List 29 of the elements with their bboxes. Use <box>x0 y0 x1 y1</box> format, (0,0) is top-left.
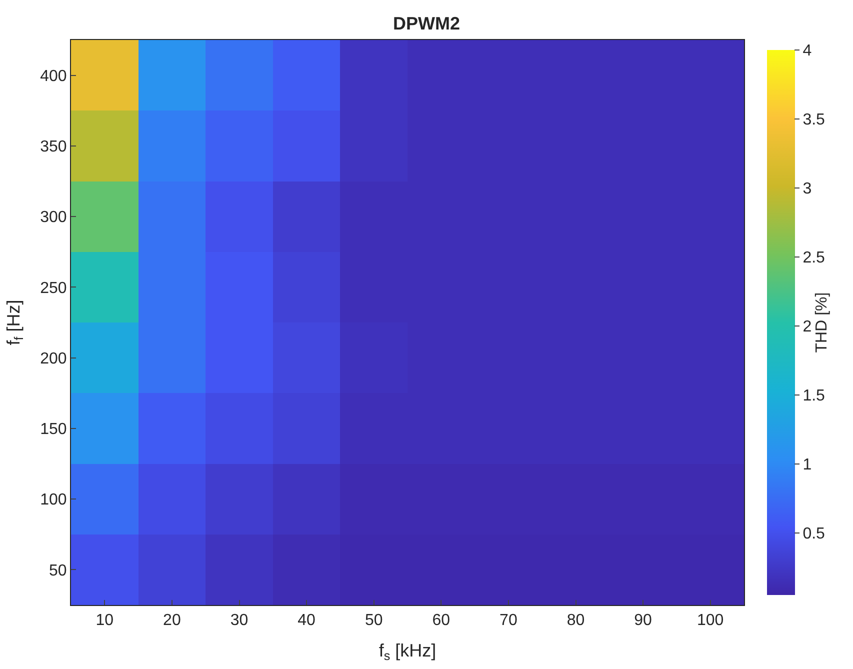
color-bar-label: 4 <box>802 42 812 60</box>
color-bar-label: 0.5 <box>802 526 826 543</box>
y-tick-label: 400 <box>40 68 67 85</box>
color-bar-label: 2.5 <box>802 250 826 267</box>
x-tick-label: 70 <box>500 612 518 630</box>
color-bar-title: THD [%] <box>814 292 831 353</box>
x-tick-label: 60 <box>432 612 450 630</box>
x-tick-label: 40 <box>298 612 316 630</box>
y-tick-label: 150 <box>40 421 67 438</box>
chart-title: DPWM2 <box>393 13 460 34</box>
y-tick-label: 350 <box>40 138 67 156</box>
y-tick-label: 50 <box>49 562 67 580</box>
x-tick-label: 90 <box>634 612 652 630</box>
x-axis-title: f$_{s}$ [kHz] <box>378 640 436 664</box>
x-tick-label: 80 <box>566 612 585 630</box>
x-tick-label: 10 <box>96 612 114 630</box>
color-bar-label: 1 <box>802 456 812 474</box>
color-bar-label: 1.5 <box>802 388 826 405</box>
color-bar-label: 3.5 <box>802 112 826 129</box>
color-bar-label: 3 <box>802 180 812 198</box>
x-tick-label: 50 <box>364 612 383 630</box>
x-tick-label: 100 <box>697 612 724 630</box>
y-tick-label: 250 <box>40 280 67 297</box>
y-tick-label: 200 <box>40 350 67 368</box>
color-bar-label: 2 <box>802 318 812 336</box>
y-tick-label: 100 <box>40 492 67 509</box>
x-tick-label: 20 <box>163 612 181 630</box>
y-tick-label: 300 <box>40 209 67 226</box>
x-tick-label: 30 <box>230 612 248 630</box>
